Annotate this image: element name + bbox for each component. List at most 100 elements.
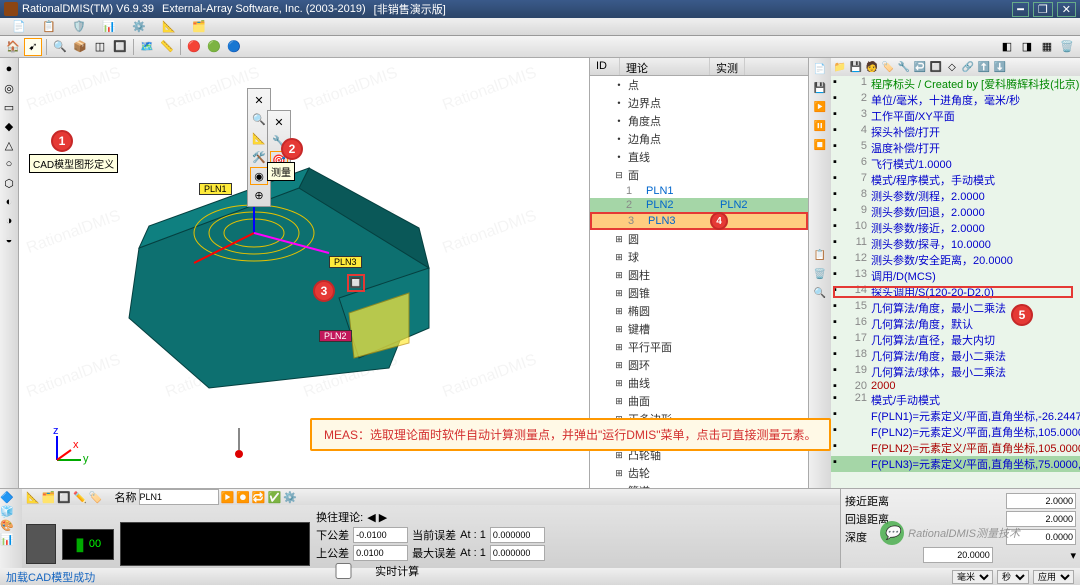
tree-item[interactable]: ⊞平行平面 [590, 338, 808, 356]
tool-icon[interactable]: ◆ [0, 117, 18, 135]
cursor-icon[interactable]: ➹ [24, 38, 42, 56]
tool-icon[interactable]: 🔍 [51, 38, 69, 56]
tool-icon[interactable]: 📐 [26, 491, 40, 504]
tree-item[interactable]: •边角点 [590, 130, 808, 148]
tool-icon[interactable]: 🔗 [961, 60, 975, 74]
tool-icon[interactable]: 🗑️ [1058, 38, 1076, 56]
tool-icon[interactable]: ○ [0, 155, 18, 173]
name-input[interactable] [139, 489, 219, 505]
tree-item[interactable]: ⊞键槽 [590, 320, 808, 338]
tool-icon[interactable]: ↩️ [913, 60, 927, 74]
menu-icon[interactable]: 🛡️ [72, 20, 86, 34]
win-close-icon[interactable]: ✕ [1057, 2, 1076, 17]
cur-val-input[interactable] [490, 527, 545, 543]
tree-item[interactable]: ⊞曲面 [590, 392, 808, 410]
tool-icon[interactable]: 🏷️ [89, 491, 103, 504]
home-icon[interactable]: 🏠 [4, 38, 22, 56]
tool-icon[interactable]: ⏺️ [236, 491, 250, 504]
tool-icon[interactable]: 📋 [811, 246, 829, 264]
tool-icon[interactable]: ⬆️ [977, 60, 991, 74]
tree-item[interactable]: ⊞圆柱 [590, 266, 808, 284]
tree-plane-row[interactable]: 1PLN1 [590, 184, 808, 198]
tool-icon[interactable]: 📁 [833, 60, 847, 74]
tree-item[interactable]: ⊞曲线 [590, 374, 808, 392]
tool-icon[interactable]: ◒ [0, 231, 18, 249]
tool-icon[interactable]: 📊 [0, 533, 22, 546]
code-line[interactable]: ▪17几何算法/直径，最大内切 [831, 332, 1080, 348]
tool-icon[interactable]: ✕ [250, 91, 268, 109]
tool-icon[interactable]: 🧑 [865, 60, 879, 74]
unit-select[interactable]: 毫米 [952, 570, 993, 584]
tool-icon[interactable]: ◇ [945, 60, 959, 74]
tool-icon[interactable]: 📄 [811, 60, 829, 78]
tool-icon[interactable]: ◎ [0, 79, 18, 97]
code-line[interactable]: ▪18几何算法/角度，最小二乘法 [831, 348, 1080, 364]
realtime-checkbox[interactable] [316, 563, 371, 579]
tool-icon[interactable]: ◧ [998, 38, 1016, 56]
tool-icon[interactable]: 🔍 [250, 110, 268, 128]
max-val-input[interactable] [490, 545, 545, 561]
extra-input[interactable] [923, 547, 993, 563]
tool-icon[interactable]: ⏹️ [811, 136, 829, 154]
tool-icon[interactable]: ▭ [0, 98, 18, 116]
code-line[interactable]: ▪16几何算法/角度，默认 [831, 316, 1080, 332]
menu-icon[interactable]: ⚙️ [132, 20, 146, 34]
menu-icon[interactable]: 📋 [42, 20, 56, 34]
tool-icon[interactable]: ◉ [250, 167, 268, 185]
tool-icon[interactable]: △ [0, 136, 18, 154]
code-line[interactable]: ▪21模式/手动模式 [831, 392, 1080, 408]
tool-icon[interactable]: 🔲 [929, 60, 943, 74]
tree-plane-row[interactable]: 3PLN3 [590, 212, 808, 230]
code-line[interactable]: ▪6飞行模式/1.0000 [831, 156, 1080, 172]
approach-input[interactable] [1006, 493, 1076, 509]
unit-select[interactable]: 应用 [1033, 570, 1074, 584]
tool-icon[interactable]: ▶️ [811, 98, 829, 116]
tool-icon[interactable]: 🔷 [0, 491, 22, 504]
tool-icon[interactable]: 🔍 [811, 284, 829, 302]
cad-3d-model[interactable] [99, 148, 459, 408]
tool-icon[interactable]: ◫ [91, 38, 109, 56]
upper-tol-input[interactable] [353, 545, 408, 561]
tree-item[interactable]: ⊞椭圆 [590, 302, 808, 320]
tool-icon[interactable]: ● [0, 60, 18, 78]
code-line[interactable]: ▪11测头参数/探寻，10.0000 [831, 236, 1080, 252]
tool-icon[interactable]: 🔵 [225, 38, 243, 56]
code-line[interactable]: ▪4探头补偿/打开 [831, 124, 1080, 140]
dropdown-icon[interactable]: ▾ [1070, 549, 1076, 562]
tool-icon[interactable]: ✕ [270, 113, 288, 131]
code-line[interactable]: ▪12测头参数/安全距离，20.0000 [831, 252, 1080, 268]
menu-icon[interactable]: 📐 [162, 20, 176, 34]
tree-item[interactable]: •直线 [590, 148, 808, 166]
win-minimize-icon[interactable]: ━ [1012, 2, 1029, 17]
tool-icon[interactable]: 🔲 [57, 491, 71, 504]
tool-icon[interactable]: ▶️ [221, 491, 235, 504]
tool-icon[interactable]: ✅ [268, 491, 282, 504]
tool-icon[interactable]: ◐ [0, 193, 18, 211]
tree-item[interactable]: •边界点 [590, 94, 808, 112]
menu-icon[interactable]: 📊 [102, 20, 116, 34]
tree-item[interactable]: ⊞圆锥 [590, 284, 808, 302]
code-line[interactable]: ▪1程序标头 / Created by [爱科腾辉科技(北京)有限公司-01 [831, 76, 1080, 92]
code-result-line[interactable]: ▪F(PLN2)=元素定义/平面,直角坐标,105.0000,22.5000,- [831, 440, 1080, 456]
tree-item[interactable]: •点 [590, 76, 808, 94]
tool-icon[interactable]: ⊕ [250, 186, 268, 204]
tree-item[interactable]: ⊞圆 [590, 230, 808, 248]
code-line[interactable]: ▪3工作平面/XY平面 [831, 108, 1080, 124]
code-line[interactable]: ▪5温度补偿/打开 [831, 140, 1080, 156]
tool-icon[interactable]: 💾 [849, 60, 863, 74]
tool-icon[interactable]: 🟢 [205, 38, 223, 56]
code-result-line[interactable]: ▪F(PLN3)=元素定义/平面,直角坐标,75.0000,17.5000,-1… [831, 456, 1080, 472]
tool-icon[interactable]: 🔴 [185, 38, 203, 56]
tool-icon[interactable]: ✏️ [73, 491, 87, 504]
tool-icon[interactable]: 🔁 [252, 491, 266, 504]
code-line[interactable]: ▪2单位/毫米，十进角度，毫米/秒 [831, 92, 1080, 108]
tool-icon[interactable]: 📐 [250, 129, 268, 147]
tool-icon[interactable]: 🗺️ [138, 38, 156, 56]
win-maximize-icon[interactable]: ❐ [1033, 2, 1053, 17]
code-result-line[interactable]: ▪F(PLN2)=元素定义/平面,直角坐标,105.0000,22.5000,-… [831, 424, 1080, 440]
code-line[interactable]: ▪202000 [831, 380, 1080, 392]
tool-icon[interactable]: 🛠️ [250, 148, 268, 166]
tree-item[interactable]: ⊞管道 [590, 482, 808, 488]
icon-highlight[interactable]: 🔲 [347, 274, 365, 292]
tool-icon[interactable]: ◨ [1018, 38, 1036, 56]
